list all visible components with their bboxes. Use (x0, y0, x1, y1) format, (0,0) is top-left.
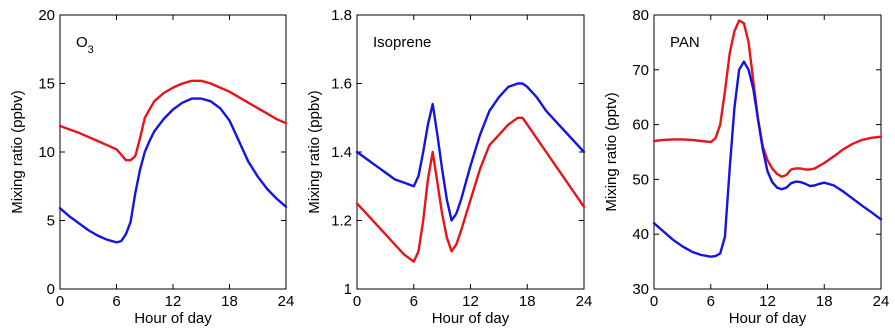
y-tick-label: 1.2 (331, 213, 352, 230)
x-tick-label: 12 (165, 293, 182, 310)
x-tick-label: 24 (873, 293, 890, 310)
panel-title-subscript: 3 (88, 44, 94, 56)
x-tick-label: 6 (707, 293, 715, 310)
x-tick-label: 18 (221, 293, 238, 310)
y-tick-label: 1.8 (331, 7, 352, 24)
plot-frame-1 (356, 14, 585, 290)
x-tick-label: 24 (278, 293, 295, 310)
x-tick-label: 0 (56, 293, 64, 310)
x-axis-label: Hour of day (729, 310, 807, 327)
y-tick-label: 0 (47, 281, 55, 298)
x-axis-label: Hour of day (134, 310, 212, 327)
series-line-0-1 (58, 97, 288, 244)
x-tick-label: 18 (816, 293, 833, 310)
panel-title: O3 (76, 34, 94, 56)
y-axis-label: Mixing ratio (ppbv) (9, 90, 26, 213)
y-tick-label: 5 (47, 213, 55, 230)
y-tick-label: 40 (632, 226, 649, 243)
plot-frame-2 (653, 14, 882, 290)
y-tick-label: 60 (632, 117, 649, 134)
x-axis-label: Hour of day (432, 310, 510, 327)
y-axis-label: Mixing ratio (pptv) (603, 92, 620, 211)
panel-title: Isoprene (373, 34, 431, 51)
series-line-0-0 (58, 79, 288, 162)
plot-frame-0 (59, 14, 287, 290)
y-tick-label: 30 (632, 281, 649, 298)
y-tick-label: 10 (38, 144, 55, 161)
x-tick-label: 18 (519, 293, 536, 310)
x-tick-label: 0 (650, 293, 658, 310)
y-tick-label: 1 (344, 281, 352, 298)
series-line-1-0 (355, 82, 586, 222)
y-axis-label: Mixing ratio (ppbv) (306, 90, 323, 213)
y-tick-label: 70 (632, 62, 649, 79)
panel-title-main: O (76, 34, 88, 51)
y-tick-label: 20 (38, 7, 55, 24)
x-tick-label: 12 (462, 293, 479, 310)
x-tick-label: 24 (576, 293, 593, 310)
panel-title: PAN (670, 34, 700, 51)
y-tick-label: 1.4 (331, 144, 352, 161)
series-line-1-1 (355, 116, 586, 263)
series-line-2-1 (652, 60, 883, 258)
y-tick-label: 1.6 (331, 76, 352, 93)
y-tick-label: 50 (632, 171, 649, 188)
x-tick-label: 0 (353, 293, 361, 310)
y-tick-label: 15 (38, 76, 55, 93)
y-tick-label: 80 (632, 7, 649, 24)
x-tick-label: 6 (112, 293, 120, 310)
x-tick-label: 12 (759, 293, 776, 310)
x-tick-label: 6 (410, 293, 418, 310)
series-line-2-0 (652, 19, 883, 178)
